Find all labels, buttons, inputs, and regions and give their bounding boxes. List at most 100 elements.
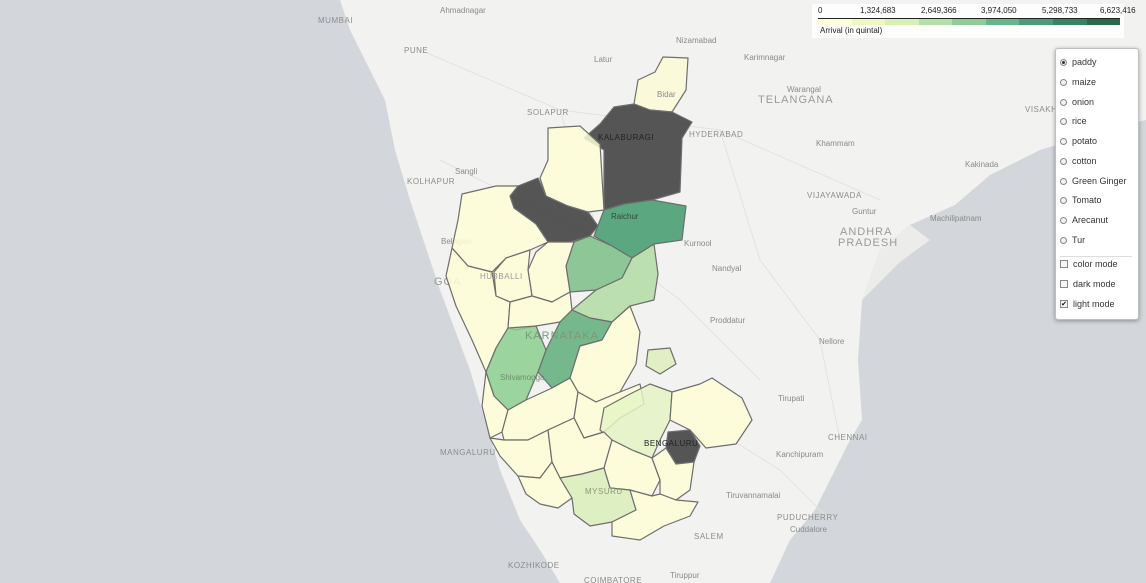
label-sangli: Sangli <box>455 167 477 176</box>
label-puducherry: PUDUCHERRY <box>777 513 838 522</box>
radio-label: Arecanut <box>1072 215 1109 225</box>
label-karnataka: KARNATAKA <box>525 330 599 342</box>
district-chikkaballapura[interactable] <box>645 347 677 375</box>
label-mysuru: MYSURU <box>585 487 623 496</box>
label-nizamabad: Nizamabad <box>676 36 716 45</box>
legend-color-swatch <box>885 19 919 25</box>
label-kalaburagi: KALABURAGI <box>598 133 654 142</box>
legend-tick: 0 <box>818 6 823 15</box>
label-bidar: Bidar <box>657 90 676 99</box>
label-tirupati: Tirupati <box>778 394 805 403</box>
radio-button[interactable] <box>1060 216 1067 224</box>
district-ramanagara[interactable] <box>651 447 695 501</box>
label-hyderabad: HYDERABAD <box>689 130 743 139</box>
radio-button[interactable] <box>1060 117 1067 125</box>
radio-button[interactable] <box>1060 196 1067 204</box>
radio-label: rice <box>1072 116 1087 126</box>
checkbox-label: dark mode <box>1073 279 1116 289</box>
legend-color-swatch <box>918 19 953 25</box>
label-chennai: CHENNAI <box>828 433 868 442</box>
label-proddatur: Proddatur <box>710 316 745 325</box>
radio-button[interactable] <box>1060 177 1067 185</box>
layer-control: paddy maize onion rice potato cotton Gre… <box>1055 48 1139 320</box>
district-layer <box>445 56 753 541</box>
checkbox-light-mode[interactable]: ✔ light mode <box>1060 297 1115 311</box>
label-kanchipuram: Kanchipuram <box>776 450 823 459</box>
district-labels: Bidar KALABURAGI Raichur HUBBALLI KARNAT… <box>480 90 698 496</box>
label-kolhapur: KOLHAPUR <box>407 177 455 186</box>
radio-tomato[interactable]: Tomato <box>1060 193 1102 207</box>
label-tiruvannamalai: Tiruvannamalai <box>726 491 781 500</box>
radio-potato[interactable]: potato <box>1060 134 1097 148</box>
radio-label: paddy <box>1072 57 1097 67</box>
radio-cotton[interactable]: cotton <box>1060 154 1097 168</box>
checkbox-color-mode[interactable]: color mode <box>1060 257 1118 271</box>
legend-tick: 3,974,050 <box>981 6 1017 15</box>
label-mangaluru: MANGALURU <box>440 448 496 457</box>
radio-button[interactable] <box>1060 78 1067 86</box>
district-chamarajanagar[interactable] <box>611 489 699 541</box>
label-khammam: Khammam <box>816 139 855 148</box>
district-raichur[interactable] <box>593 199 687 259</box>
radio-paddy[interactable]: paddy <box>1060 55 1097 69</box>
radio-tur[interactable]: Tur <box>1060 233 1085 247</box>
label-nellore: Nellore <box>819 337 845 346</box>
label-kakinada: Kakinada <box>965 160 999 169</box>
radio-button[interactable] <box>1060 98 1067 106</box>
checkbox[interactable] <box>1060 280 1068 288</box>
radio-label: cotton <box>1072 156 1097 166</box>
label-latur: Latur <box>594 55 613 64</box>
label-ahmadnagar: Ahmadnagar <box>440 6 486 15</box>
label-kozhikode: KOZHIKODE <box>508 561 560 570</box>
legend-tick: 2,649,366 <box>921 6 957 15</box>
district-bagalkot[interactable] <box>539 125 605 213</box>
legend-color-swatch <box>952 19 986 25</box>
legend-color-swatch <box>851 19 886 25</box>
radio-button[interactable] <box>1060 157 1067 165</box>
legend: 0 1,324,683 2,649,366 3,974,050 5,298,73… <box>812 4 1136 38</box>
legend-color-swatch <box>1019 19 1053 25</box>
label-salem: SALEM <box>694 532 724 541</box>
label-telangana: TELANGANA <box>758 94 834 106</box>
radio-button[interactable] <box>1060 236 1067 244</box>
label-shivamogga: Shivamogga <box>500 373 545 382</box>
label-machilipatnam: Machilipatnam <box>930 214 982 223</box>
label-cuddalore: Cuddalore <box>790 525 827 534</box>
label-raichur: Raichur <box>611 212 639 221</box>
checkbox-label: color mode <box>1073 259 1118 269</box>
checkbox[interactable] <box>1060 260 1068 268</box>
radio-button[interactable] <box>1060 137 1067 145</box>
label-coimbatore: COIMBATORE <box>584 576 642 583</box>
legend-title: Arrival (in quintal) <box>820 26 883 35</box>
checkbox-dark-mode[interactable]: dark mode <box>1060 277 1116 291</box>
land-coast-detail <box>862 225 930 300</box>
checkbox[interactable]: ✔ <box>1060 300 1068 308</box>
radio-label: Green Ginger <box>1072 176 1127 186</box>
radio-onion[interactable]: onion <box>1060 95 1094 109</box>
label-bengaluru: BENGALURU <box>644 439 698 448</box>
label-karimnagar: Karimnagar <box>744 53 786 62</box>
legend-tick: 6,623,416 <box>1100 6 1136 15</box>
legend-color-swatch <box>1086 19 1121 25</box>
radio-label: Tur <box>1072 235 1086 245</box>
legend-tick: 1,324,683 <box>860 6 896 15</box>
label-tiruppur: Tiruppur <box>670 571 700 580</box>
legend-color-swatch <box>818 19 852 25</box>
radio-label: Tomato <box>1072 195 1102 205</box>
radio-button[interactable] <box>1060 58 1067 66</box>
legend-color-swatch <box>985 19 1020 25</box>
label-pune: PUNE <box>404 46 428 55</box>
control-divider <box>1060 256 1132 257</box>
label-hubballi: HUBBALLI <box>480 272 523 281</box>
radio-green-ginger[interactable]: Green Ginger <box>1060 174 1127 188</box>
label-mumbai: MUMBAI <box>318 16 353 25</box>
label-guntur: Guntur <box>852 207 877 216</box>
legend-ticks: 0 1,324,683 2,649,366 3,974,050 5,298,73… <box>818 6 1136 18</box>
legend-color-bar <box>818 18 1121 25</box>
radio-maize[interactable]: maize <box>1060 75 1096 89</box>
checkbox-label: light mode <box>1073 299 1115 309</box>
radio-arecanut[interactable]: Arecanut <box>1060 213 1108 227</box>
label-andhra: ANDHRA <box>840 226 892 238</box>
radio-rice[interactable]: rice <box>1060 114 1087 128</box>
